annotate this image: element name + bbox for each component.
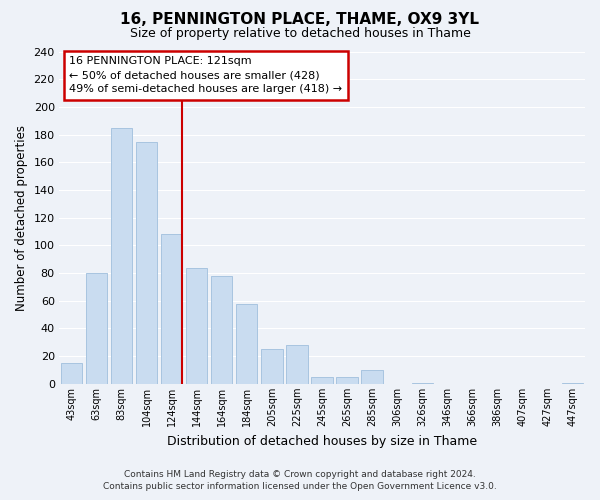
Bar	[361, 370, 383, 384]
Bar	[337, 377, 358, 384]
Bar	[286, 345, 308, 384]
Bar	[86, 273, 107, 384]
Bar	[261, 350, 283, 384]
Text: 16 PENNINGTON PLACE: 121sqm
← 50% of detached houses are smaller (428)
49% of se: 16 PENNINGTON PLACE: 121sqm ← 50% of det…	[70, 56, 343, 94]
Bar	[186, 268, 208, 384]
Bar	[412, 382, 433, 384]
Text: Contains HM Land Registry data © Crown copyright and database right 2024.
Contai: Contains HM Land Registry data © Crown c…	[103, 470, 497, 491]
X-axis label: Distribution of detached houses by size in Thame: Distribution of detached houses by size …	[167, 434, 477, 448]
Bar	[61, 363, 82, 384]
Bar	[311, 377, 332, 384]
Bar	[562, 382, 583, 384]
Text: 16, PENNINGTON PLACE, THAME, OX9 3YL: 16, PENNINGTON PLACE, THAME, OX9 3YL	[121, 12, 479, 28]
Bar	[236, 304, 257, 384]
Bar	[136, 142, 157, 384]
Bar	[211, 276, 232, 384]
Text: Size of property relative to detached houses in Thame: Size of property relative to detached ho…	[130, 28, 470, 40]
Y-axis label: Number of detached properties: Number of detached properties	[15, 124, 28, 310]
Bar	[161, 234, 182, 384]
Bar	[111, 128, 132, 384]
